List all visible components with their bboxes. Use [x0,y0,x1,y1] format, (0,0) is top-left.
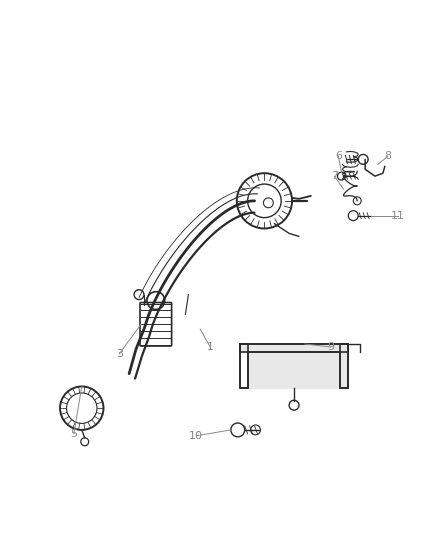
Text: 5: 5 [70,429,77,439]
Polygon shape [239,344,348,389]
Text: 3: 3 [116,349,123,359]
Text: 1: 1 [206,342,213,352]
Text: 6: 6 [334,151,341,161]
Text: 10: 10 [189,431,203,441]
Text: 11: 11 [390,211,404,221]
Text: 7: 7 [330,171,337,181]
Text: 9: 9 [326,342,333,352]
Text: 8: 8 [383,151,391,161]
